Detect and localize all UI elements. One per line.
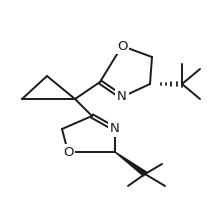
Text: N: N <box>117 91 127 103</box>
Text: O: O <box>117 40 127 52</box>
Text: N: N <box>110 122 120 135</box>
Polygon shape <box>115 152 147 176</box>
Text: O: O <box>63 145 73 159</box>
